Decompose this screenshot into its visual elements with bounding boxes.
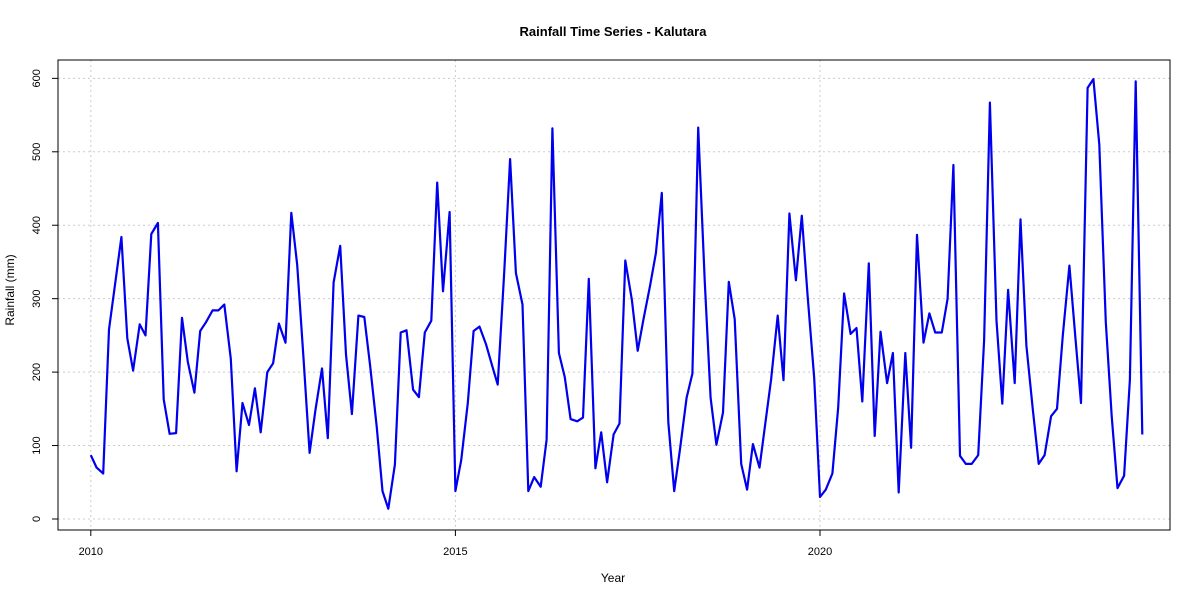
x-tick-label: 2020: [808, 546, 832, 558]
y-tick-label: 200: [31, 363, 43, 381]
y-tick-label: 100: [31, 436, 43, 454]
x-tick-label: 2010: [79, 546, 103, 558]
y-tick-label: 400: [31, 216, 43, 234]
chart-title: Rainfall Time Series - Kalutara: [520, 24, 708, 39]
rainfall-series-line: [89, 78, 1144, 510]
y-tick-label: 600: [31, 69, 43, 87]
y-tick-label: 300: [31, 289, 43, 307]
x-tick-label: 2015: [443, 546, 467, 558]
plot-border: [57, 59, 1171, 531]
y-tick-label: 500: [31, 143, 43, 161]
y-axis-label: Rainfall (mm): [3, 254, 17, 325]
axes: 2010 2015 2020 0 100 200 300 400 500 600: [31, 69, 832, 558]
grid-lines: [58, 60, 1170, 530]
x-axis-label: Year: [601, 571, 625, 585]
y-tick-label: 0: [31, 516, 43, 522]
